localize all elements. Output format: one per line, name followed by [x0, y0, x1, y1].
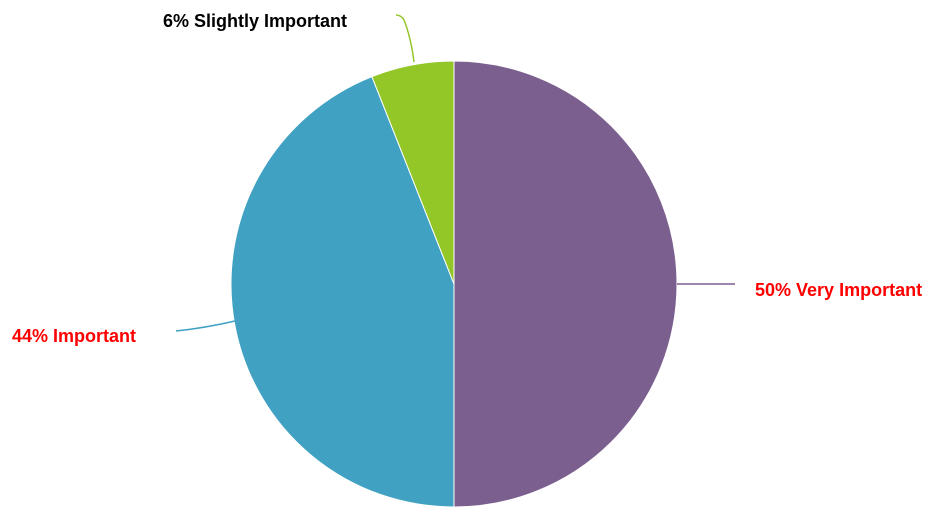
slice-labels: 50% Very Important 44% Important 6% Slig… — [12, 11, 922, 346]
leader-line-important — [175, 320, 236, 332]
slice-label-important: 44% Important — [12, 326, 136, 346]
slice-label-very-important: 50% Very Important — [755, 280, 922, 300]
leader-line-slightly-important — [395, 14, 415, 63]
pie-slice-slightly-important — [371, 60, 455, 285]
pie-slice-very-important — [453, 60, 678, 508]
leader-lines — [175, 14, 735, 332]
pie-slice-important — [230, 76, 455, 508]
slice-label-slightly-important: 6% Slightly Important — [163, 11, 347, 31]
pie-slices — [230, 60, 678, 508]
